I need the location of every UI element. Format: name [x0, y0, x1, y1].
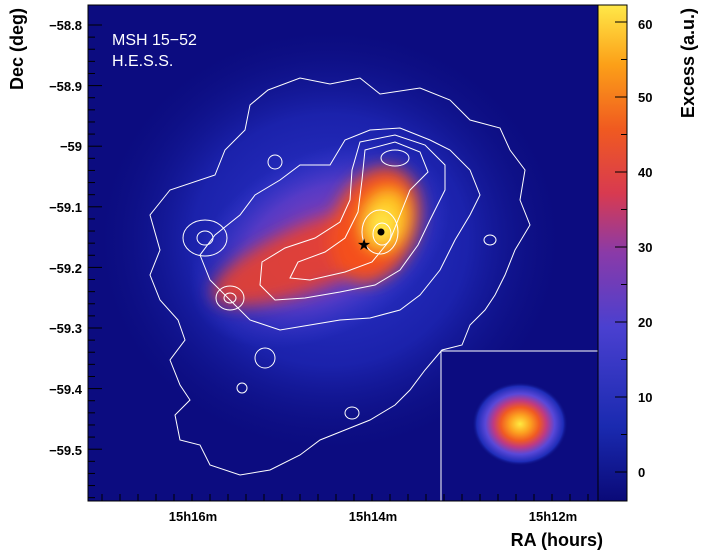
y-tick-labels: −58.8 −58.9 −59 −59.1 −59.2 −59.3 −59.4 … — [49, 18, 83, 458]
psf-blob — [472, 382, 568, 466]
y-axis-label: Dec (deg) — [7, 8, 27, 90]
x-axis-label: RA (hours) — [511, 530, 603, 550]
contour-third — [259, 134, 446, 301]
contour-lower-left-blob — [215, 285, 245, 311]
y-tick-label: −58.9 — [49, 79, 82, 94]
x-axis-ticks — [101, 494, 589, 501]
contour-small-right — [483, 234, 497, 246]
colorbar-tick-labels: 0 10 20 30 40 50 60 — [638, 17, 652, 480]
colorbar-tick-label: 40 — [638, 165, 652, 180]
y-tick-label: −58.8 — [49, 18, 82, 33]
y-tick-label: −59.5 — [49, 443, 82, 458]
title-line-2: H.E.S.S. — [112, 53, 173, 70]
centroid-dot-marker — [377, 228, 385, 236]
x-tick-labels: 15h16m 15h14m 15h12m — [169, 509, 577, 524]
contour-inner-peak — [372, 222, 392, 246]
colorbar-tick-label: 50 — [638, 90, 652, 105]
contour-left-blob-inner — [196, 230, 214, 246]
colorbar-tick-label: 30 — [638, 240, 652, 255]
contour-outer — [149, 77, 531, 476]
psf-inset — [440, 350, 599, 502]
y-tick-label: −59.1 — [49, 200, 82, 215]
contour-top-blob — [380, 149, 410, 167]
contour-small-top-left — [267, 154, 283, 170]
y-tick-label: −59.2 — [49, 261, 82, 276]
contour-small-lower — [344, 406, 360, 420]
title-line-1: MSH 15−52 — [112, 32, 197, 49]
y-axis-ticks — [88, 24, 102, 499]
colorbar-tick-label: 10 — [638, 390, 652, 405]
x-tick-label: 15h14m — [349, 509, 397, 524]
y-tick-label: −59 — [60, 139, 82, 154]
y-tick-label: −59.4 — [49, 382, 83, 397]
contour-second — [199, 127, 481, 331]
heatmap-area — [88, 5, 598, 501]
colorbar — [597, 4, 628, 502]
contour-left-blob — [182, 219, 228, 257]
contour-fourth — [289, 141, 429, 281]
contour-small-bottom — [254, 347, 276, 369]
contour-small-lower-2 — [236, 382, 248, 394]
markers: ★ — [357, 228, 385, 254]
pulsar-star-marker: ★ — [357, 237, 371, 254]
contour-lower-left-inner — [223, 292, 237, 304]
colorbar-label: Excess (a.u.) — [678, 8, 698, 118]
colorbar-tick-label: 60 — [638, 17, 652, 32]
heatmap-yellow-bright — [370, 209, 394, 241]
x-tick-label: 15h16m — [169, 509, 217, 524]
colorbar-tick-label: 20 — [638, 315, 652, 330]
colorbar-tick-label: 0 — [638, 465, 645, 480]
contour-lines — [149, 77, 531, 476]
colorbar-ticks — [615, 21, 627, 473]
x-tick-label: 15h12m — [529, 509, 577, 524]
y-tick-label: −59.3 — [49, 321, 82, 336]
contour-peak — [361, 209, 399, 255]
